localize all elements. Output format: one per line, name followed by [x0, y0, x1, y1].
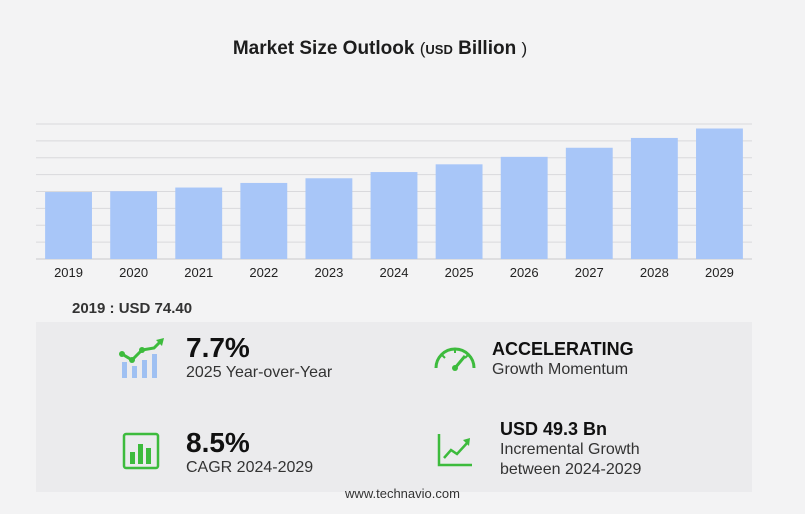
bar-2020	[110, 191, 158, 259]
chart-title: Market Size Outlook (USD Billion )	[0, 38, 760, 60]
title-main: Market Size Outlook	[232, 38, 415, 59]
incremental-value: USD 49.3 Bn	[500, 419, 608, 439]
x-tick-label: 2027	[575, 265, 604, 280]
x-tick-label: 2029	[705, 265, 734, 280]
base-year-summary: 2019 : USD 74.40	[72, 300, 193, 317]
bar-2024	[370, 172, 418, 259]
trend-line-icon	[437, 434, 472, 467]
x-tick-label: 2021	[184, 265, 213, 280]
bar-2023	[305, 178, 353, 259]
footer-url: www.technavio.com	[345, 486, 460, 501]
bar-2021	[175, 187, 223, 259]
x-tick-label: 2026	[510, 265, 539, 280]
x-tick-label: 2025	[445, 265, 474, 280]
cagr-value: 8.5%	[186, 427, 250, 458]
momentum-label: Growth Momentum	[492, 361, 629, 378]
incremental-label-1: Incremental Growth	[500, 441, 640, 458]
bar-2019	[45, 192, 92, 259]
x-tick-label: 2019	[54, 265, 83, 280]
growth-chart-icon	[119, 338, 164, 378]
bar-2025	[435, 164, 483, 259]
incremental-label-2: between 2024-2029	[500, 461, 642, 478]
incremental-stat: USD 49.3 Bn Incremental Growth between 2…	[500, 418, 641, 480]
speedometer-icon	[434, 347, 476, 371]
bar-2022	[240, 182, 288, 259]
bar-chart: 2019 2020 2021 2022 2023 2024 2025 2026 2027 2028…	[36, 123, 752, 280]
title-unit-prefix: USD	[425, 42, 453, 57]
yoy-stat: 7.7% 2025 Year-over-Year	[186, 333, 332, 383]
cagr-label: CAGR 2024-2029	[186, 459, 314, 476]
yoy-label: 2025 Year-over-Year	[186, 364, 333, 381]
cagr-stat: 8.5% CAGR 2024-2029	[186, 428, 313, 478]
bar-2027	[565, 147, 613, 259]
title-paren-close: )	[521, 39, 528, 58]
bar-2026	[500, 156, 548, 259]
x-tick-label: 2024	[380, 265, 409, 280]
bar-chart-icon	[122, 432, 160, 470]
x-tick-label: 2028	[640, 265, 669, 280]
momentum-stat: ACCELERATING Growth Momentum	[492, 338, 634, 380]
momentum-value: ACCELERATING	[492, 339, 634, 359]
title-unit: Billion	[458, 38, 517, 59]
x-tick-label: 2020	[119, 265, 148, 280]
x-tick-label: 2023	[314, 265, 343, 280]
x-tick-label: 2022	[249, 265, 278, 280]
title-paren-open: (	[419, 39, 426, 58]
bar-2029	[696, 128, 743, 259]
bar-2028	[630, 137, 678, 259]
yoy-value: 7.7%	[186, 332, 250, 363]
stats-panel	[36, 322, 752, 492]
